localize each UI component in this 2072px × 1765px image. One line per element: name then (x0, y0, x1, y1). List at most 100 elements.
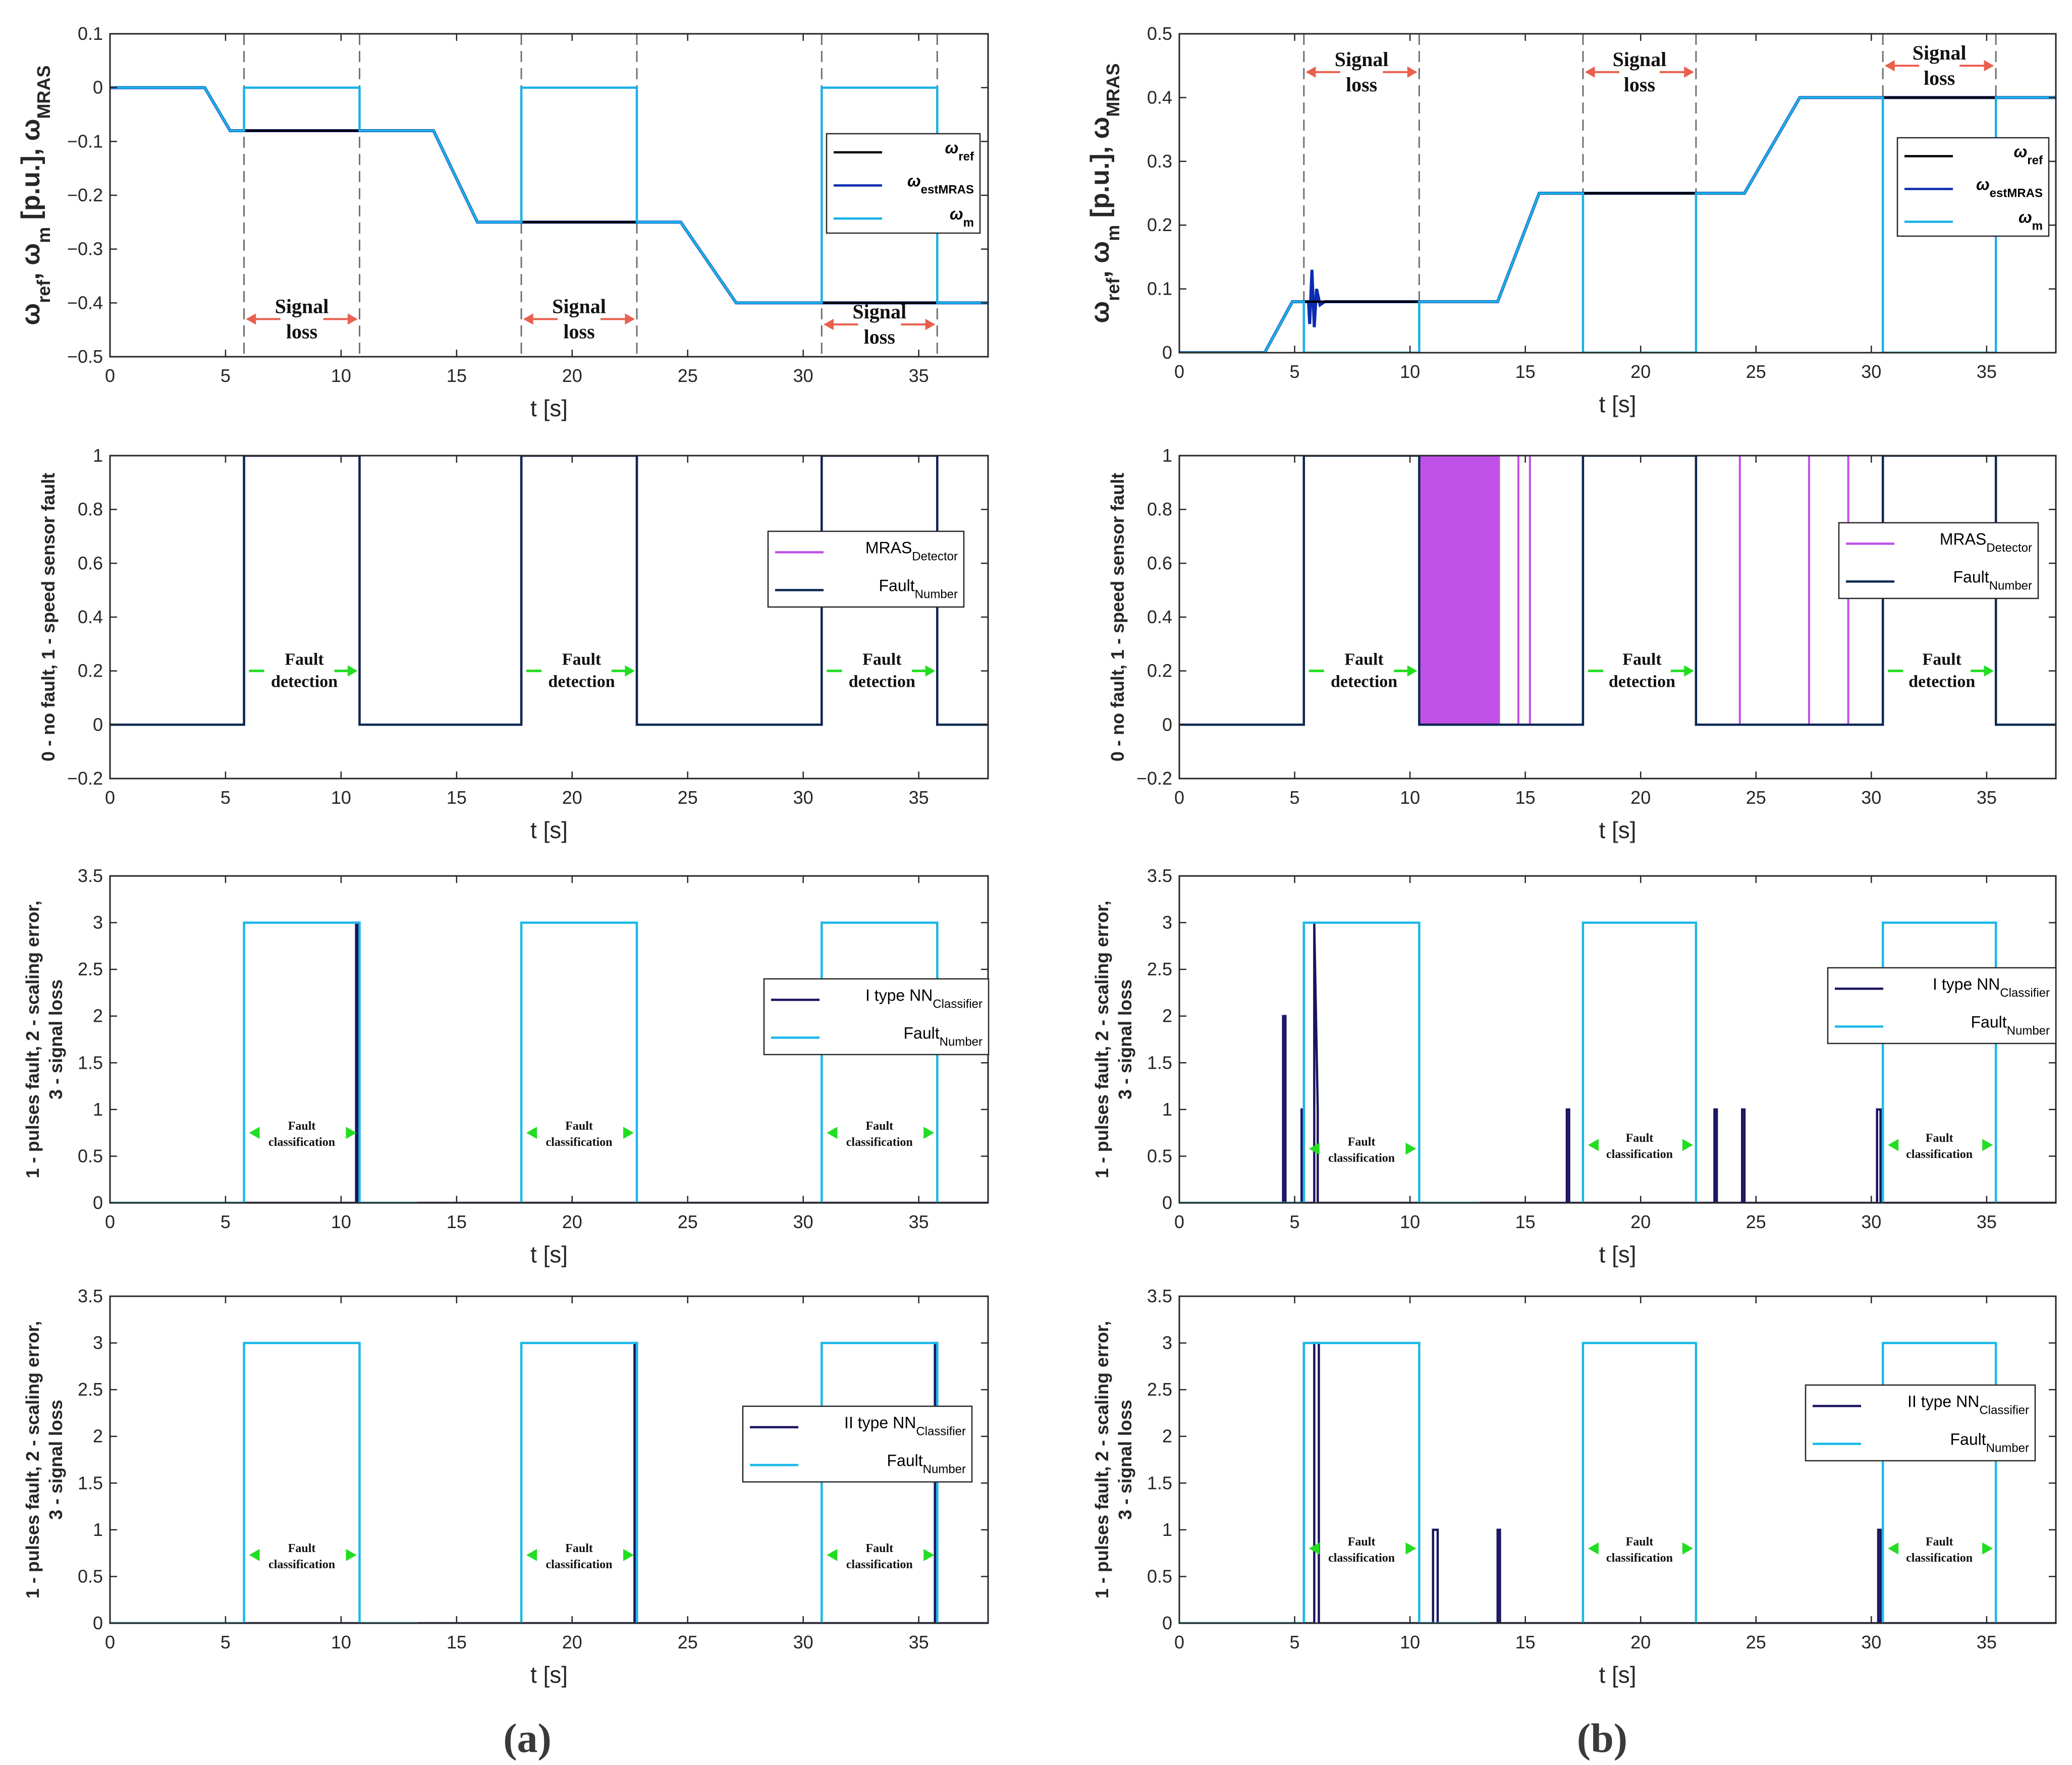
y-tick-label: 0.1 (1147, 279, 1172, 299)
annotation: Fault detection (1308, 650, 1417, 691)
x-tick-label: 5 (221, 1211, 231, 1232)
y-tick-label: 2 (93, 1426, 103, 1447)
y-axis-label: 0 - no fault, 1 - speed sensor fault (1107, 473, 1128, 761)
annotation-text: classification (1606, 1148, 1673, 1161)
legend: II type NNClassifier FaultNumber (742, 1405, 973, 1483)
legend-label: ωm (2019, 208, 2043, 233)
x-tick-label: 0 (1174, 1632, 1184, 1652)
x-tick-label: 30 (1861, 1632, 1881, 1652)
y-tick-label: 3.5 (1147, 865, 1172, 886)
annotation-text: Signal (552, 295, 606, 317)
legend-label: II type NNClassifier (844, 1414, 966, 1439)
legend-box (826, 133, 981, 234)
y-tick-label: −0.2 (67, 185, 103, 205)
annotation-text: Fault (865, 1542, 893, 1555)
y-tick-label: 0.2 (1147, 660, 1172, 681)
x-tick-label: 10 (1400, 361, 1420, 382)
series-faultnumber (110, 1342, 417, 1623)
y-tick-label: 3 (1162, 912, 1172, 933)
annotation-text: Fault (1922, 650, 1961, 669)
x-tick-label: 25 (678, 787, 698, 808)
annotation-text: loss (1924, 67, 1955, 89)
y-tick-label: 0 (1162, 1613, 1172, 1633)
x-tick-label: 5 (221, 1632, 231, 1652)
y-tick-label: 0.2 (1147, 214, 1172, 235)
green-arrow-head (346, 1549, 357, 1561)
chart-b1: 0 5 10 15 20 25 30 35 0 0.1 0.2 0.3 0.4 0.5 t [s] ωref,… (1085, 23, 2057, 417)
series-faultnumber (821, 921, 939, 1203)
annotation-text: Signal (275, 295, 329, 317)
y-tick-label: 0.4 (1147, 606, 1172, 627)
green-arrow-head (1982, 1542, 1993, 1555)
legend: I type NNClassifier FaultNumber (763, 978, 990, 1056)
legend-label: FaultNumber (887, 1452, 966, 1476)
plot-layer (110, 34, 988, 357)
red-arrow-head (1885, 60, 1895, 72)
x-tick-label: 20 (1630, 787, 1651, 808)
x-axis-label: t [s] (1599, 1241, 1636, 1267)
y-tick-label: 0 (93, 714, 103, 735)
x-tick-label: 30 (1861, 361, 1881, 382)
x-tick-label: 30 (793, 787, 813, 808)
x-tick-label: 0 (105, 1211, 115, 1232)
y-tick-label: 0.4 (1147, 87, 1172, 107)
annotation-text: Fault (288, 1542, 316, 1555)
x-tick-label: 15 (447, 365, 467, 386)
annotation-text: Fault (862, 650, 902, 669)
legend-label: I type NNClassifier (865, 986, 983, 1011)
y-tick-label: 3.5 (78, 1286, 103, 1306)
annotation-text: detection (1331, 673, 1397, 691)
x-tick-label: 5 (1290, 1211, 1300, 1232)
green-arrow-head (923, 1127, 935, 1139)
x-axis-label: t [s] (530, 1662, 568, 1688)
y-tick-label: 3 (93, 912, 103, 933)
x-tick-label: 0 (1174, 787, 1184, 808)
annotation-text: detection (548, 673, 615, 691)
plot-layer (110, 1342, 988, 1623)
legend: MRASDetector FaultNumber (767, 530, 965, 608)
green-arrow-head (1684, 665, 1694, 677)
plot-layer (1179, 1342, 2056, 1623)
y-tick-label: 2.5 (1147, 959, 1172, 979)
legend-label: FaultNumber (904, 1024, 983, 1049)
x-tick-label: 15 (447, 787, 467, 808)
y-tick-label: −0.2 (67, 768, 103, 789)
y-tick-label: 2.5 (78, 959, 103, 979)
annotation-text: classification (846, 1558, 913, 1571)
y-tick-label: 1 (93, 1099, 103, 1120)
annotation-text: Fault (1348, 1136, 1376, 1149)
annotation-text: detection (271, 673, 338, 691)
y-tick-label: 1.5 (78, 1052, 103, 1073)
green-arrow-head (925, 665, 936, 677)
red-arrow-head (347, 313, 358, 325)
x-tick-label: 20 (562, 365, 582, 386)
x-tick-label: 35 (909, 1211, 929, 1232)
red-arrow-head (523, 313, 533, 325)
series-m (1179, 96, 2056, 353)
x-tick-label: 20 (1630, 361, 1651, 382)
plot-layer (110, 921, 988, 1203)
panel-label-b: (b) (1577, 1715, 1627, 1761)
annotation-text: Fault (285, 650, 324, 669)
y-tick-label: 0.3 (1147, 151, 1172, 172)
x-tick-label: 0 (105, 1632, 115, 1652)
y-axis-label: 0 - no fault, 1 - speed sensor fault (38, 473, 59, 761)
x-tick-label: 15 (1515, 787, 1536, 808)
annotation-text: classification (268, 1136, 335, 1149)
y-tick-label: 0.5 (78, 1145, 103, 1166)
x-tick-label: 10 (331, 365, 351, 386)
annotation-text: Fault (865, 1120, 893, 1133)
y-tick-label: 3 (93, 1333, 103, 1353)
y-tick-label: 0 (1162, 1192, 1172, 1213)
x-tick-label: 10 (1400, 1632, 1420, 1652)
legend-box (763, 978, 990, 1056)
green-arrow-head (1888, 1542, 1899, 1555)
annotation-text: classification (846, 1136, 913, 1149)
legend-label: ωref (2014, 143, 2043, 168)
series-faultnumber (520, 921, 638, 1203)
legend-label: MRASDetector (1940, 530, 2032, 555)
x-tick-label: 25 (678, 1211, 698, 1232)
x-tick-label: 25 (678, 1632, 698, 1652)
